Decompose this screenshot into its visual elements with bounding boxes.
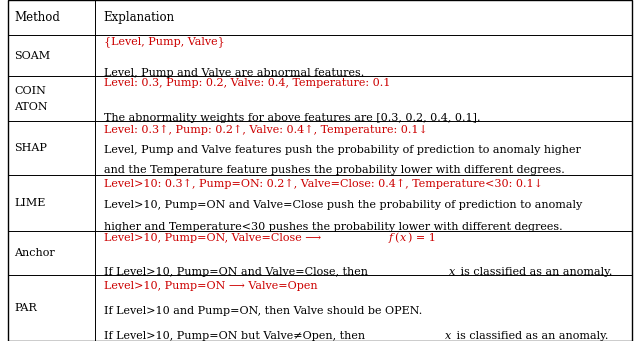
Text: higher and Temperature<30 pushes the probability lower with different degrees.: higher and Temperature<30 pushes the pro… xyxy=(104,222,563,232)
Text: Level>10, Pump=ON, Valve=Close ⟶: Level>10, Pump=ON, Valve=Close ⟶ xyxy=(104,233,324,243)
Text: {Level, Pump, Valve}: {Level, Pump, Valve} xyxy=(104,36,225,47)
Text: Level: 0.3↑, Pump: 0.2↑, Valve: 0.4↑, Temperature: 0.1↓: Level: 0.3↑, Pump: 0.2↑, Valve: 0.4↑, Te… xyxy=(104,125,428,135)
Text: PAR: PAR xyxy=(14,303,37,313)
Text: Anchor: Anchor xyxy=(14,248,55,258)
Text: If Level>10, Pump=ON but Valve≠Open, then: If Level>10, Pump=ON but Valve≠Open, the… xyxy=(104,331,368,341)
Text: x: x xyxy=(449,267,455,277)
Text: Method: Method xyxy=(14,11,60,24)
Text: (: ( xyxy=(394,233,398,243)
Text: f: f xyxy=(388,233,393,243)
Text: is classified as an anomaly.: is classified as an anomaly. xyxy=(457,267,612,277)
Text: COIN: COIN xyxy=(14,86,46,95)
Text: If Level>10, Pump=ON and Valve=Close, then: If Level>10, Pump=ON and Valve=Close, th… xyxy=(104,267,371,277)
Text: Level>10: 0.3↑, Pump=ON: 0.2↑, Valve=Close: 0.4↑, Temperature<30: 0.1↓: Level>10: 0.3↑, Pump=ON: 0.2↑, Valve=Clo… xyxy=(104,179,543,189)
Text: If Level>10 and Pump=ON, then Valve should be OPEN.: If Level>10 and Pump=ON, then Valve shou… xyxy=(104,306,422,316)
Text: is classified as an anomaly.: is classified as an anomaly. xyxy=(453,331,609,341)
Text: ) = 1: ) = 1 xyxy=(408,233,435,243)
Text: Level>10, Pump=ON ⟶ Valve=Open: Level>10, Pump=ON ⟶ Valve=Open xyxy=(104,281,317,291)
Text: Level, Pump and Valve features push the probability of prediction to anomaly hig: Level, Pump and Valve features push the … xyxy=(104,145,580,155)
Text: and the Temperature feature pushes the probability lower with different degrees.: and the Temperature feature pushes the p… xyxy=(104,165,564,175)
Text: Level: 0.3, Pump: 0.2, Valve: 0.4, Temperature: 0.1: Level: 0.3, Pump: 0.2, Valve: 0.4, Tempe… xyxy=(104,78,390,88)
Text: SHAP: SHAP xyxy=(14,143,47,153)
Text: x: x xyxy=(445,331,451,341)
Text: x: x xyxy=(399,233,406,243)
Text: LIME: LIME xyxy=(14,198,45,208)
Text: Level>10, Pump=ON and Valve=Close push the probability of prediction to anomaly: Level>10, Pump=ON and Valve=Close push t… xyxy=(104,200,582,210)
Text: Level, Pump and Valve are abnormal features.: Level, Pump and Valve are abnormal featu… xyxy=(104,68,364,78)
Text: SOAM: SOAM xyxy=(14,50,50,61)
Text: Explanation: Explanation xyxy=(104,11,175,24)
Text: The abnormality weights for above features are [0.3, 0.2, 0.4, 0.1].: The abnormality weights for above featur… xyxy=(104,113,480,122)
Text: ATON: ATON xyxy=(14,102,48,112)
